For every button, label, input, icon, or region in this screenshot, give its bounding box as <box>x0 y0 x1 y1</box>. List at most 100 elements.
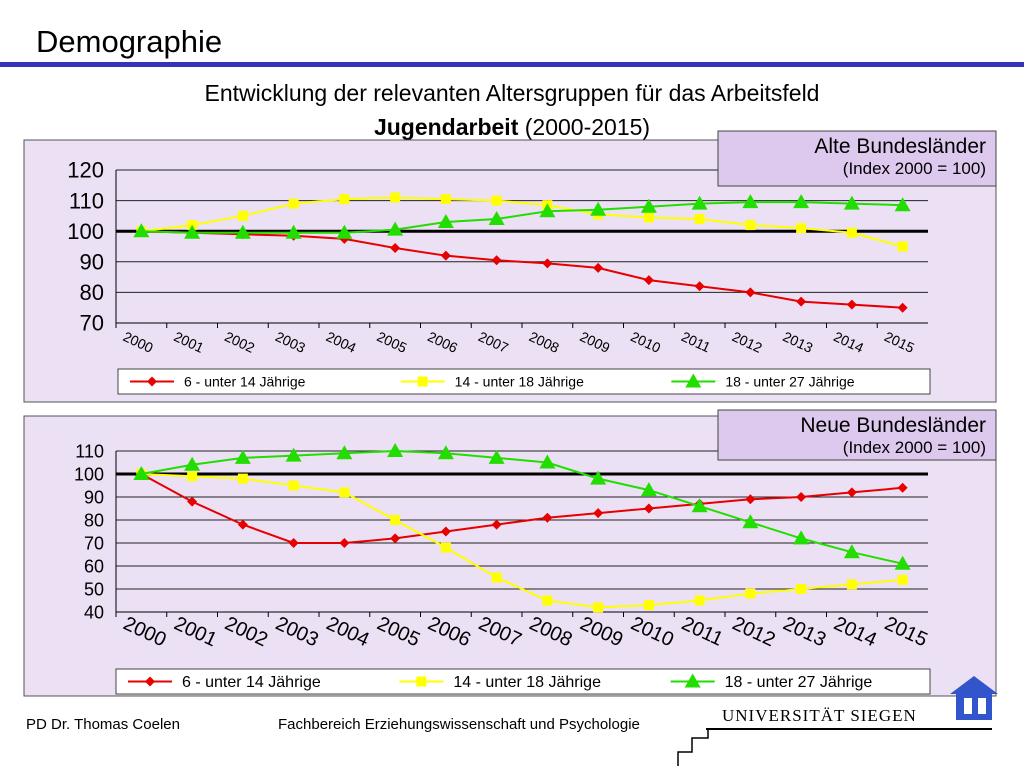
data-point <box>843 195 860 210</box>
legend-label: 6 - unter 14 Jährige <box>184 373 306 389</box>
university-logo-icon <box>950 676 998 720</box>
y-tick-label: 40 <box>84 602 104 622</box>
data-point <box>542 512 553 523</box>
data-point <box>691 498 708 513</box>
y-tick-label: 100 <box>74 464 104 484</box>
series-line <box>141 196 903 248</box>
data-point <box>488 210 505 225</box>
data-point <box>894 555 911 570</box>
data-point <box>796 492 807 502</box>
data-point <box>539 454 556 469</box>
y-tick-label: 110 <box>75 441 104 461</box>
series-line <box>141 201 903 234</box>
y-tick-label: 110 <box>69 188 104 213</box>
region-box <box>717 409 997 461</box>
data-point <box>694 595 705 606</box>
data-point <box>336 224 353 239</box>
y-tick-label: 50 <box>84 579 104 599</box>
data-point <box>897 241 908 252</box>
data-point <box>742 514 759 529</box>
region-title: Alte Bundesländer <box>814 135 986 158</box>
data-point <box>288 198 299 209</box>
data-point <box>590 470 607 485</box>
footer-step-line <box>677 730 709 766</box>
subtitle-line-2: Jugendarbeit (2000-2015) <box>0 114 1024 141</box>
data-point <box>742 194 759 209</box>
data-point <box>390 515 401 525</box>
data-point <box>640 482 657 497</box>
y-tick-label: 80 <box>84 510 104 530</box>
region-title: Neue Bundesländer <box>800 414 986 437</box>
data-point <box>440 194 451 205</box>
legend-label: 14 - unter 18 Jährige <box>455 373 584 389</box>
data-point <box>491 195 502 206</box>
y-tick-label: 60 <box>84 556 104 576</box>
data-point <box>133 223 150 238</box>
data-point <box>491 519 502 530</box>
title-rule <box>0 62 1024 67</box>
data-point <box>846 299 857 310</box>
data-point <box>285 224 302 239</box>
data-point <box>846 227 857 238</box>
data-point <box>184 224 201 239</box>
data-point <box>897 482 908 493</box>
data-point <box>390 533 401 544</box>
data-point <box>846 487 857 498</box>
data-point <box>796 296 807 307</box>
footer-author: PD Dr. Thomas Coelen <box>26 716 180 733</box>
y-tick-label: 80 <box>80 280 104 305</box>
legend-marker <box>684 673 701 688</box>
data-point <box>491 572 502 583</box>
data-point <box>542 258 553 269</box>
data-point <box>593 508 604 519</box>
y-tick-label: 90 <box>80 250 104 275</box>
y-tick-label: 70 <box>80 311 104 336</box>
legend-box <box>117 368 931 395</box>
data-point <box>339 538 350 548</box>
data-point <box>288 480 299 491</box>
legend-marker <box>416 676 427 687</box>
data-point <box>437 445 454 460</box>
data-point <box>542 595 553 606</box>
y-tick-label: 90 <box>84 487 104 507</box>
region-subtitle: (Index 2000 = 100) <box>843 438 986 457</box>
data-point <box>593 262 604 273</box>
data-point <box>390 192 401 203</box>
data-point <box>237 210 248 221</box>
data-point <box>694 213 705 224</box>
legend-label: 14 - unter 18 Jährige <box>453 674 601 691</box>
data-point <box>488 449 505 464</box>
data-point <box>694 281 705 292</box>
data-point <box>745 220 756 231</box>
data-point <box>339 487 350 498</box>
legend-marker <box>145 676 155 687</box>
data-point <box>745 494 756 505</box>
region-subtitle: (Index 2000 = 100) <box>843 159 986 178</box>
series-line <box>141 230 903 309</box>
chart-frame <box>23 415 997 697</box>
data-point <box>237 519 248 530</box>
data-point <box>843 544 860 559</box>
data-point <box>237 473 248 484</box>
subtitle-line-1: Entwicklung der relevanten Altersgruppen… <box>204 80 820 106</box>
university-rule <box>706 728 992 730</box>
data-point <box>387 221 404 236</box>
data-point <box>691 195 708 210</box>
data-point <box>894 197 911 212</box>
data-point <box>288 538 299 548</box>
data-point <box>643 212 654 223</box>
legend-marker <box>417 376 428 387</box>
legend-label: 18 - unter 27 Jährige <box>725 373 854 389</box>
data-point <box>184 456 201 471</box>
data-point <box>437 214 454 229</box>
data-point <box>593 602 604 613</box>
data-point <box>285 447 302 462</box>
data-point <box>387 443 404 457</box>
data-point <box>643 503 654 514</box>
data-point <box>897 574 908 585</box>
data-point <box>234 224 251 239</box>
y-tick-label: 120 <box>67 158 104 183</box>
data-point <box>440 542 451 553</box>
